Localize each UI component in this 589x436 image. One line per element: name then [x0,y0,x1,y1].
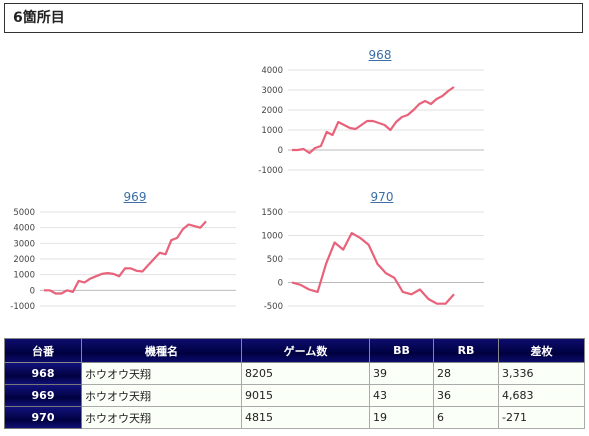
table-row: 969 ホウオウ天翔 9015 43 36 4,683 [4,384,585,407]
y-tick-label: 0 [278,146,283,156]
game-count: 9015 [241,384,370,407]
y-tick-label: 5000 [13,208,35,218]
series-line [291,232,455,305]
y-tick-label: 1500 [261,208,283,218]
y-tick-label: -1000 [258,166,283,176]
diff-value: 3,336 [498,362,585,385]
y-tick-label: -1000 [10,302,35,312]
y-tick-label: -500 [264,302,283,312]
diff-value: -271 [498,406,585,429]
table-row: 970 ホウオウ天翔 4815 19 6 -271 [4,406,585,429]
y-tick-label: 500 [267,255,283,265]
chart-969: 5000 4000 3000 2000 1000 0 -1000 [10,208,236,312]
header-machine-name: 機種名 [81,338,242,363]
diff-value: 4,683 [498,384,585,407]
table-header-row: 台番 機種名 ゲーム数 BB RB 差枚 [4,338,585,363]
header-machine-number: 台番 [4,338,82,363]
y-tick-label: 4000 [13,224,35,234]
page-header: 6箇所目 [4,3,583,33]
chart-title-968[interactable]: 968 [368,48,392,62]
game-count: 4815 [241,406,370,429]
series-line [44,220,207,295]
y-tick-label: 4000 [261,66,283,76]
page-title: 6箇所目 [13,10,65,26]
machine-name: ホウオウ天翔 [81,406,242,429]
machine-name: ホウオウ天翔 [81,384,242,407]
machine-name: ホウオウ天翔 [81,362,242,385]
header-game-count: ゲーム数 [241,338,370,363]
y-tick-label: 0 [278,279,283,289]
machine-table: 台番 機種名 ゲーム数 BB RB 差枚 968 ホウオウ天翔 8205 39 … [4,338,585,429]
y-tick-label: 2000 [261,106,283,116]
series-line [292,86,455,155]
y-tick-label: 1000 [261,126,283,136]
y-tick-label: 0 [30,286,35,296]
chart-970: 1500 1000 500 0 -500 [261,208,484,312]
rb-count: 6 [433,406,499,429]
machine-number: 970 [4,406,82,429]
table-row: 968 ホウオウ天翔 8205 39 28 3,336 [4,362,585,385]
bb-count: 39 [369,362,434,385]
rb-count: 28 [433,362,499,385]
y-tick-label: 1000 [13,271,35,281]
game-count: 8205 [241,362,370,385]
bb-count: 43 [369,384,434,407]
y-tick-label: 3000 [13,239,35,249]
y-tick-label: 3000 [261,86,283,96]
y-tick-label: 2000 [13,255,35,265]
machine-number: 969 [4,384,82,407]
machine-number: 968 [4,362,82,385]
y-tick-label: 1000 [261,232,283,242]
header-bb: BB [369,338,434,363]
header-diff: 差枚 [498,338,585,363]
rb-count: 36 [433,384,499,407]
bb-count: 19 [369,406,434,429]
chart-title-970[interactable]: 970 [370,190,394,204]
chart-968: 4000 3000 2000 1000 0 -1000 [258,66,484,176]
chart-title-969[interactable]: 969 [123,190,147,204]
header-rb: RB [433,338,499,363]
